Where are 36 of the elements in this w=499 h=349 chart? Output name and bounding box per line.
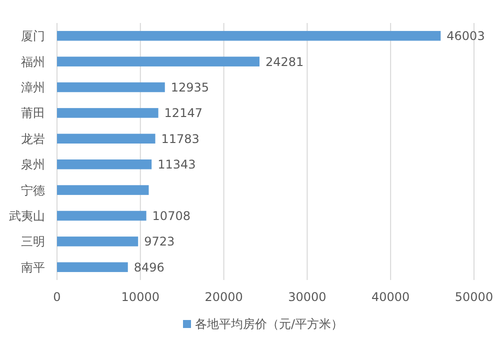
y-tick-label: 泉州 (21, 158, 45, 172)
y-tick-label: 福州 (21, 54, 45, 69)
bar (57, 236, 138, 246)
y-tick-label: 莆田 (21, 106, 45, 120)
x-tick-label: 10000 (121, 290, 160, 304)
x-tick-label: 0 (53, 290, 61, 304)
bar (57, 185, 149, 195)
bar (57, 210, 146, 221)
x-tick-label: 30000 (288, 290, 326, 304)
y-tick-label: 武夷山 (9, 208, 45, 223)
y-tick-label: 南平 (21, 260, 45, 274)
bar (57, 56, 260, 66)
data-label: 24281 (266, 54, 304, 69)
bar (57, 30, 441, 41)
bar (57, 134, 156, 144)
y-tick-label: 龙岩 (21, 132, 45, 146)
bar (57, 159, 152, 170)
data-label: 46003 (446, 29, 485, 44)
data-label: 12935 (170, 80, 210, 94)
y-tick-label: 漳州 (21, 80, 45, 94)
x-tick-label: 20000 (204, 290, 243, 304)
bar (57, 262, 128, 272)
y-tick-label: 宁德 (21, 183, 45, 198)
data-label: 11343 (158, 158, 196, 172)
bar (57, 108, 158, 118)
data-label: 11783 (161, 132, 200, 146)
legend-label: 各地平均房价（元/平方米） (195, 317, 344, 332)
x-tick-label: 50000 (454, 290, 494, 304)
data-label: 9723 (144, 234, 175, 249)
data-label: 12147 (164, 106, 202, 120)
x-tick-label: 40000 (372, 290, 410, 304)
bar (57, 82, 165, 92)
data-label: 8496 (134, 260, 164, 274)
y-tick-label: 三明 (21, 234, 45, 249)
data-label: 10708 (152, 208, 190, 223)
y-tick-label: 厦门 (21, 29, 45, 44)
